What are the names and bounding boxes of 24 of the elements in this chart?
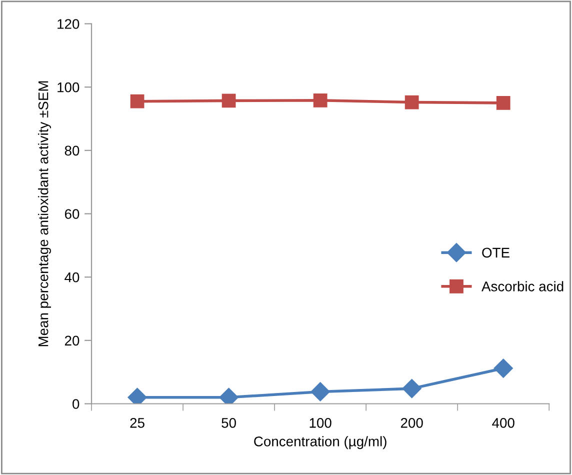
x-tick-label: 50 bbox=[222, 418, 236, 428]
x-tick-label: 25 bbox=[130, 418, 144, 428]
y-tick-label: 120 bbox=[58, 19, 80, 29]
legend-label: Ascorbic acid bbox=[482, 281, 564, 292]
y-tick-label: 80 bbox=[64, 146, 80, 156]
point bbox=[402, 379, 422, 398]
point bbox=[130, 94, 144, 108]
x-axis-title: Concentration (µg/ml) bbox=[254, 436, 386, 450]
y-tick-label: 0 bbox=[72, 399, 80, 409]
x-tick-label: 200 bbox=[400, 418, 423, 428]
x-tick-label: 400 bbox=[492, 418, 514, 428]
y-tick-label: 40 bbox=[64, 272, 80, 282]
point bbox=[310, 382, 330, 402]
point bbox=[496, 96, 510, 110]
point bbox=[313, 93, 328, 108]
y-tick-label: 20 bbox=[64, 336, 80, 346]
x-tick-label: 100 bbox=[310, 418, 332, 428]
y-tick-label: 60 bbox=[64, 209, 80, 219]
point bbox=[222, 94, 236, 108]
y-axis-title: Mean percentage antioxidant activity ±SEM bbox=[38, 81, 51, 346]
point bbox=[494, 358, 513, 378]
legend-label: OTE bbox=[482, 248, 510, 258]
point bbox=[404, 95, 419, 110]
y-tick-label: 100 bbox=[58, 82, 80, 92]
